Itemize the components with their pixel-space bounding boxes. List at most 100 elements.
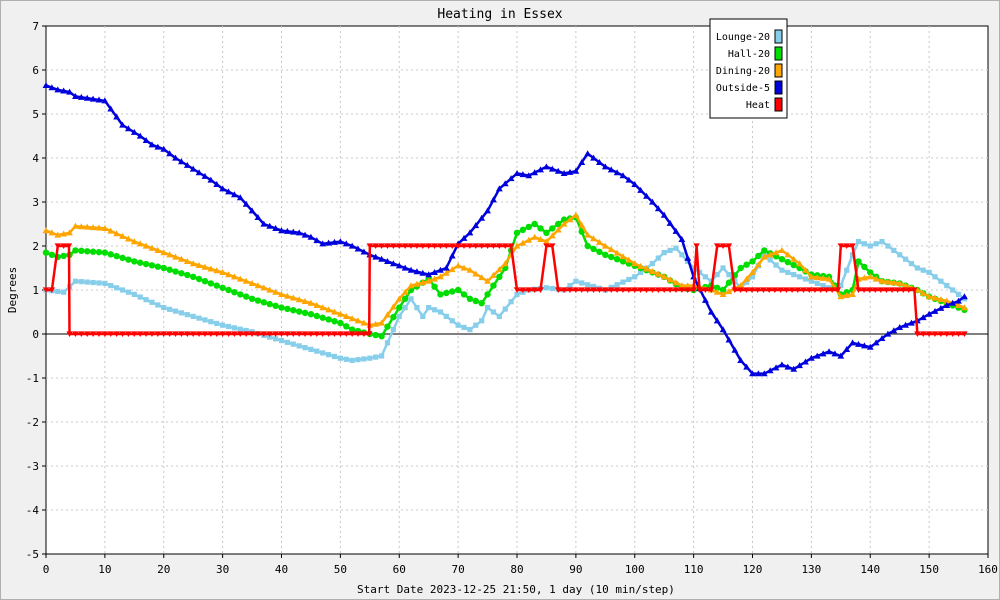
data-point: [66, 331, 73, 337]
data-point: [55, 288, 61, 295]
data-point: [890, 327, 898, 334]
data-point: [620, 279, 626, 285]
x-tick-label: 80: [510, 563, 523, 576]
data-point: [149, 299, 155, 305]
legend: Lounge-20 Hall-20 Dining-20 Outside-5 Heat: [709, 18, 788, 119]
data-point: [448, 252, 456, 259]
data-point: [160, 145, 168, 152]
data-point: [702, 296, 709, 303]
series-heat: [42, 243, 968, 337]
data-point: [691, 265, 697, 271]
data-point: [189, 260, 197, 267]
data-point: [331, 331, 338, 337]
data-point: [283, 292, 291, 299]
data-point: [811, 287, 819, 293]
data-point: [142, 242, 150, 249]
data-point: [896, 324, 904, 330]
x-tick-label: 0: [43, 563, 50, 576]
data-point: [878, 335, 886, 341]
data-point: [325, 331, 332, 337]
data-point: [702, 274, 708, 280]
data-point: [884, 278, 892, 285]
data-point: [466, 229, 474, 236]
data-point: [744, 279, 750, 285]
data-point: [89, 224, 97, 231]
data-point: [849, 243, 856, 249]
data-point: [619, 258, 627, 265]
data-point: [78, 331, 85, 337]
data-point: [237, 331, 244, 337]
data-point: [337, 331, 344, 337]
data-point: [178, 270, 185, 277]
data-point: [778, 361, 786, 368]
data-point: [548, 232, 556, 239]
data-point: [771, 287, 779, 293]
legend-label: Heat: [746, 100, 770, 111]
data-point: [172, 268, 179, 275]
data-point: [806, 287, 813, 293]
data-point: [472, 222, 480, 229]
data-point: [384, 258, 391, 264]
data-point: [914, 265, 920, 271]
data-point: [178, 255, 185, 262]
data-point: [625, 176, 633, 183]
data-point: [278, 331, 285, 337]
data-point: [525, 287, 532, 293]
data-point: [834, 287, 842, 293]
data-point: [431, 243, 438, 249]
data-point: [719, 326, 727, 333]
data-point: [613, 256, 621, 263]
data-point: [407, 266, 415, 273]
data-point: [766, 251, 774, 258]
data-point: [537, 287, 544, 293]
data-point: [148, 331, 156, 337]
data-point: [407, 243, 415, 249]
data-point: [396, 304, 403, 311]
data-point: [307, 299, 315, 306]
data-point: [213, 331, 220, 337]
data-point: [231, 191, 238, 198]
data-point: [78, 279, 84, 285]
data-point: [490, 309, 497, 315]
data-point: [920, 267, 926, 273]
data-point: [796, 260, 803, 267]
data-point: [649, 261, 656, 267]
data-point: [690, 287, 697, 293]
data-point: [425, 277, 433, 284]
data-point: [420, 313, 426, 319]
data-point: [231, 331, 238, 337]
data-point: [414, 305, 420, 311]
data-point: [649, 268, 656, 275]
data-point: [601, 242, 609, 249]
data-point: [508, 299, 514, 305]
data-point: [911, 287, 918, 293]
data-point: [560, 220, 568, 227]
data-point: [496, 273, 503, 280]
data-point: [260, 284, 268, 291]
data-point: [401, 288, 409, 295]
legend-label: Hall-20: [728, 49, 770, 60]
data-point: [343, 356, 349, 362]
data-point: [425, 243, 432, 249]
data-point: [831, 350, 839, 357]
data-point: [72, 278, 79, 284]
data-point: [254, 214, 262, 220]
data-point: [925, 293, 933, 300]
data-point: [684, 282, 692, 289]
data-point: [584, 150, 592, 157]
data-point: [343, 331, 350, 337]
data-point: [560, 287, 568, 293]
data-point: [714, 272, 720, 278]
data-point: [161, 305, 167, 311]
data-point: [761, 247, 768, 254]
data-point: [772, 364, 780, 371]
data-point: [54, 243, 61, 249]
data-point: [507, 243, 515, 249]
data-point: [825, 348, 833, 355]
data-point: [731, 287, 739, 293]
data-point: [289, 228, 297, 235]
data-point: [72, 331, 79, 337]
data-point: [843, 346, 851, 352]
data-point: [472, 297, 479, 305]
